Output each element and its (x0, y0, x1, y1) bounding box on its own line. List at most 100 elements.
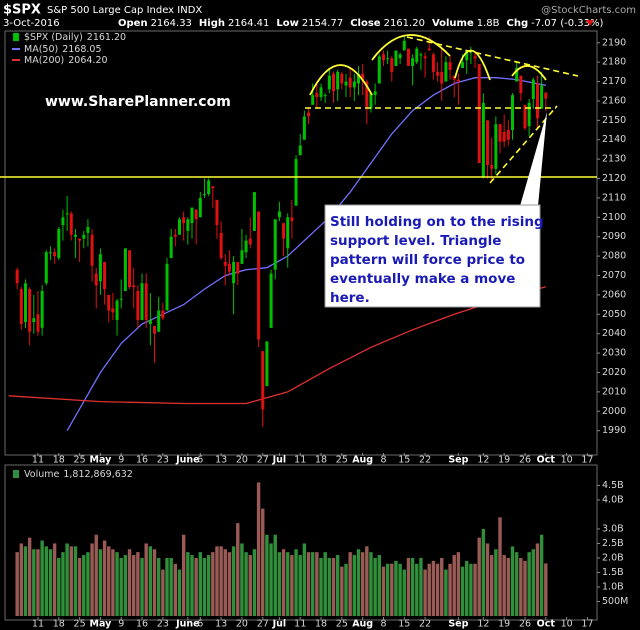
x-tick-label: June (175, 619, 200, 630)
legend-entry: MA(200) 2064.20 (24, 55, 108, 66)
volume-bar (444, 569, 448, 616)
volume-bar (456, 552, 461, 616)
volume-bar (523, 560, 527, 616)
candle-body (128, 250, 132, 288)
candle-body (302, 116, 306, 140)
volume-bar (32, 549, 36, 616)
quote-row: Open 2164.33 High 2164.41 Low 2154.77 Close 216… (118, 18, 603, 29)
candle-body (423, 56, 427, 59)
y-tick-label: 2.0B (602, 552, 624, 563)
volume-bar (244, 552, 248, 616)
x-tick-label: 22 (419, 619, 431, 630)
volume-bar (506, 557, 511, 616)
quote-value: -7.07 (-0.33%) (531, 18, 603, 29)
volume-bar (440, 557, 444, 616)
candle-body (473, 56, 477, 59)
y-tick-label: 2.5B (602, 538, 624, 549)
volume-bar (94, 534, 98, 616)
x-tick-label: 20 (236, 619, 248, 630)
volume-bar (510, 546, 515, 616)
x-tick-label: May (90, 619, 113, 630)
volume-bar (173, 563, 178, 616)
volume-bar (544, 563, 548, 616)
x-tick-label: June (175, 455, 200, 466)
volume-bar (136, 552, 140, 616)
candle-body (57, 228, 61, 259)
price-panel: 1990200020102020203020402050206020702080… (8, 32, 626, 466)
candle-body (248, 238, 252, 245)
volume-bar (535, 543, 540, 616)
candle-body (36, 314, 40, 332)
candle-body (15, 269, 19, 284)
candle-body (78, 238, 82, 241)
volume-bar (231, 546, 236, 616)
x-tick-label: 20 (236, 455, 248, 466)
candle-body (173, 234, 177, 237)
plot (8, 35, 548, 432)
candle-body (315, 93, 319, 98)
candle-body (477, 64, 481, 164)
volume-bar (286, 552, 290, 616)
y-tick-label: 2130 (602, 154, 626, 165)
callout-pointer (520, 112, 547, 206)
volume-bar (115, 552, 119, 616)
volume-bar (177, 569, 182, 616)
volume-panel: 500M 1.0B 1.5B 2.0B 2.5B 3.0B 4.0B 4.5B 11 18 25 Ma… (13, 469, 628, 630)
volume-bar (15, 552, 19, 616)
x-tick-label: 13 (215, 455, 227, 466)
volume-bar (477, 537, 481, 616)
legend-name: MA(200) (24, 55, 64, 66)
candle-body (277, 211, 281, 218)
candle-body (540, 85, 544, 109)
candle-body (402, 40, 406, 51)
volume-bar (365, 546, 369, 616)
candle-body (136, 291, 140, 321)
candle-body (340, 73, 344, 84)
candle-body (352, 81, 356, 88)
candle-body (523, 104, 527, 129)
y-tick-label: 2000 (602, 406, 626, 417)
quote-value: 2164.33 (151, 18, 192, 29)
candle-body (140, 283, 144, 321)
volume-bar (373, 557, 377, 616)
quote-label: Open (118, 18, 148, 29)
volume-bar (323, 552, 327, 616)
x-tick-label: 17 (581, 619, 593, 630)
moving-average (8, 286, 546, 405)
x-tick-label: 18 (315, 455, 327, 466)
candle-body (298, 145, 302, 156)
candle-body (65, 213, 69, 215)
volume-bar (473, 563, 477, 616)
legend-value: 1,812,869,632 (63, 469, 133, 480)
volume-bar (236, 523, 240, 616)
volume-bar (48, 549, 53, 616)
y-tick-label: 4.5B (602, 480, 624, 491)
legend-name: MA(50) (24, 44, 58, 55)
quote-label: Close (350, 18, 381, 29)
candle-body (506, 130, 510, 140)
candle-body (490, 164, 494, 169)
candle-body (502, 131, 506, 142)
volume-bar (527, 552, 531, 616)
symbol: $SPX (3, 3, 41, 18)
price-frame (4, 30, 598, 456)
volume-bar (248, 555, 252, 616)
x-tick-label: 26 (519, 619, 531, 630)
volume-bar (269, 543, 273, 616)
candle-body (344, 81, 348, 86)
volume-bar (485, 543, 490, 616)
volume-bar (514, 552, 519, 616)
legend-value: 2064.20 (68, 55, 107, 66)
candle-body (69, 213, 73, 235)
legend-name: Volume (24, 469, 59, 480)
volume-bar (344, 563, 348, 616)
candle-body (332, 73, 336, 92)
candle-body (98, 254, 102, 282)
volume-bar (140, 557, 144, 616)
volume-bar (194, 557, 198, 616)
legend-entry: MA(50) 2168.05 (24, 44, 102, 55)
x-tick-label: 9 (118, 455, 124, 466)
volume-bar (335, 555, 340, 616)
volume-bar (494, 549, 498, 616)
